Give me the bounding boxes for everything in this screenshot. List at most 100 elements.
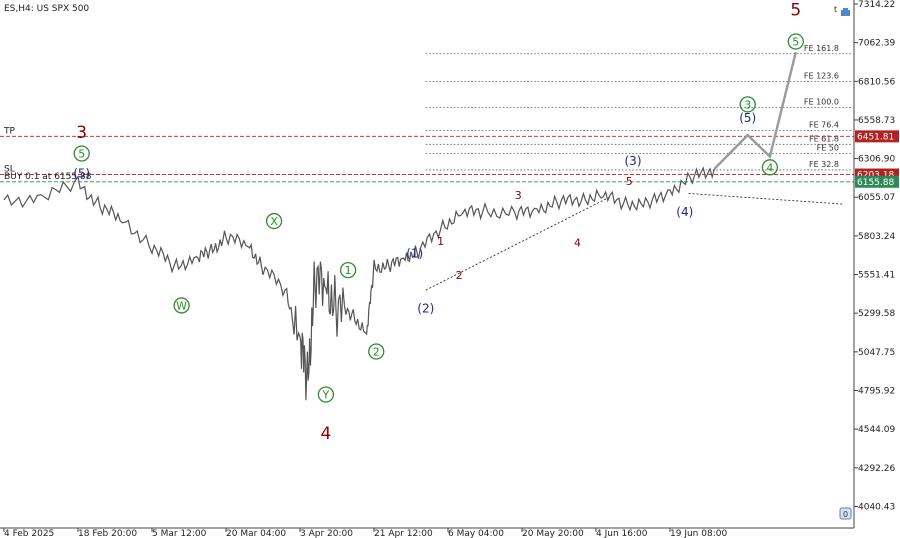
wave-text: 2 (456, 269, 463, 282)
y-tick-label: 7314.22 (858, 0, 895, 10)
wave-circle (265, 212, 283, 230)
wave-text: 5 (792, 35, 799, 48)
wave-label: (4) (676, 205, 693, 219)
wave-label: 5 (790, 0, 801, 20)
wave-text: 5 (78, 148, 85, 161)
wave-label: (5) (73, 166, 90, 180)
y-tick-label: 4544.09 (858, 425, 895, 435)
buy-price-label: 6155.88 (857, 178, 894, 188)
wave-text: (5) (739, 111, 756, 125)
y-tick-label: 5047.75 (858, 348, 895, 358)
wave-text: (3) (625, 154, 642, 168)
y-tick-label: 4292.26 (858, 464, 895, 474)
wave-label: 2 (368, 343, 385, 360)
y-tick-label: 5299.58 (858, 309, 895, 319)
symbol-label: ES,H4: US SPX 500 (4, 4, 89, 14)
wave-label: (1) (406, 246, 423, 260)
x-tick-label: 4 Jun 16:00 (596, 529, 648, 538)
x-tick-label: 5 Mar 12:00 (152, 529, 207, 538)
x-tick-label: 3 Apr 20:00 (300, 529, 353, 538)
price-line (3, 166, 715, 401)
wave-label: 4 (320, 424, 331, 444)
wave-label: 3 (515, 189, 522, 202)
wave-circle (73, 145, 90, 162)
wave-text: 3 (515, 189, 522, 202)
sl-label: SL (4, 165, 15, 175)
fe-level-label: FE 123.6 (804, 71, 839, 80)
channel-line[interactable] (688, 192, 844, 205)
wave-label: (3) (625, 154, 642, 168)
wave-text: 4 (766, 161, 773, 174)
wave-label: 2 (456, 269, 463, 282)
wave-text: 5 (790, 0, 801, 20)
y-tick-label: 5551.41 (858, 271, 895, 281)
x-tick-label: 18 Feb 20:00 (78, 529, 137, 538)
x-tick-label: 4 Feb 2025 (4, 529, 54, 538)
y-tick-label: 4040.43 (858, 502, 895, 512)
wave-text: 1 (345, 264, 352, 277)
x-tick-label: 20 May 20:00 (522, 529, 584, 538)
fe-level-label: FE 100.0 (804, 97, 839, 106)
fe-level-label: FE 61.8 (809, 134, 839, 143)
wave-label: 1 (339, 262, 357, 279)
wave-label: 5 (626, 175, 633, 188)
wave-label: 3 (739, 96, 756, 113)
wave-text: (4) (676, 205, 693, 219)
wave-label: 4 (574, 237, 581, 250)
wave-text: Y (322, 388, 330, 401)
y-axis: 7314.22 7062.39 6810.56 6558.73 6306.90 6055.… (853, 0, 899, 528)
wave-text: 3 (76, 123, 87, 143)
wave-circle (368, 343, 385, 360)
wave-circle (761, 159, 779, 176)
y-tick-label: 4795.92 (858, 386, 895, 396)
wave-label: X (265, 212, 283, 230)
wave-circle (339, 262, 357, 279)
x-tick-label: 20 Mar 04:00 (226, 529, 286, 538)
wave-circle (739, 96, 756, 113)
svg-text:t: t (834, 5, 837, 14)
wave-text: 2 (373, 346, 380, 359)
fe-level-label: FE 161.8 (804, 44, 839, 53)
fe-level-label: FE 76.4 (809, 120, 839, 129)
wave-text: (2) (417, 302, 434, 316)
wave-label: (2) (417, 302, 434, 316)
sl-price-label: 6203.18 (857, 171, 894, 181)
wave-text: W (176, 299, 187, 312)
wave-circle (787, 33, 804, 50)
tp-label: TP (3, 126, 15, 136)
svg-text:0: 0 (843, 510, 848, 519)
wave-text: (5) (73, 166, 90, 180)
y-tick-label: 6306.90 (858, 155, 895, 165)
wave-text: 5 (626, 175, 633, 188)
wave-text: X (270, 215, 278, 228)
fe-level-label: FE 32.8 (809, 160, 839, 169)
wave-text: 1 (437, 235, 444, 248)
y-tick-label: 6055.07 (858, 193, 895, 203)
x-tick-label: 19 Jun 08:00 (670, 529, 727, 538)
trend-line[interactable] (425, 196, 612, 291)
buy-label: BUY 0.1 at 6155.88 (4, 172, 92, 182)
y-tick-label: 7062.39 (858, 39, 895, 49)
wave-label: 3 (76, 123, 87, 143)
wave-label: (5) (739, 111, 756, 125)
account-icon[interactable]: t (834, 5, 850, 16)
y-tick-label: 5803.24 (858, 232, 895, 242)
wave-label: 5 (787, 33, 804, 50)
tp-price-label: 6451.81 (857, 132, 894, 142)
wave-label: 5 (73, 145, 90, 162)
y-tick-label: 6810.56 (858, 77, 895, 87)
x-tick-label: 21 Apr 12:00 (374, 529, 433, 538)
y-tick-label: 6558.73 (858, 116, 895, 126)
wave-text: 4 (320, 424, 331, 444)
wave-circle (317, 386, 335, 403)
projection-line (713, 51, 797, 170)
wave-label: 1 (437, 235, 444, 248)
x-tick-label: 6 May 04:00 (448, 529, 504, 538)
wave-text: 4 (574, 237, 581, 250)
x-axis: 4 Feb 2025 18 Feb 20:00 5 Mar 12:00 20 Mar … (0, 527, 854, 538)
wave-circle (173, 297, 190, 314)
settings-icon[interactable]: 0 (839, 507, 852, 520)
